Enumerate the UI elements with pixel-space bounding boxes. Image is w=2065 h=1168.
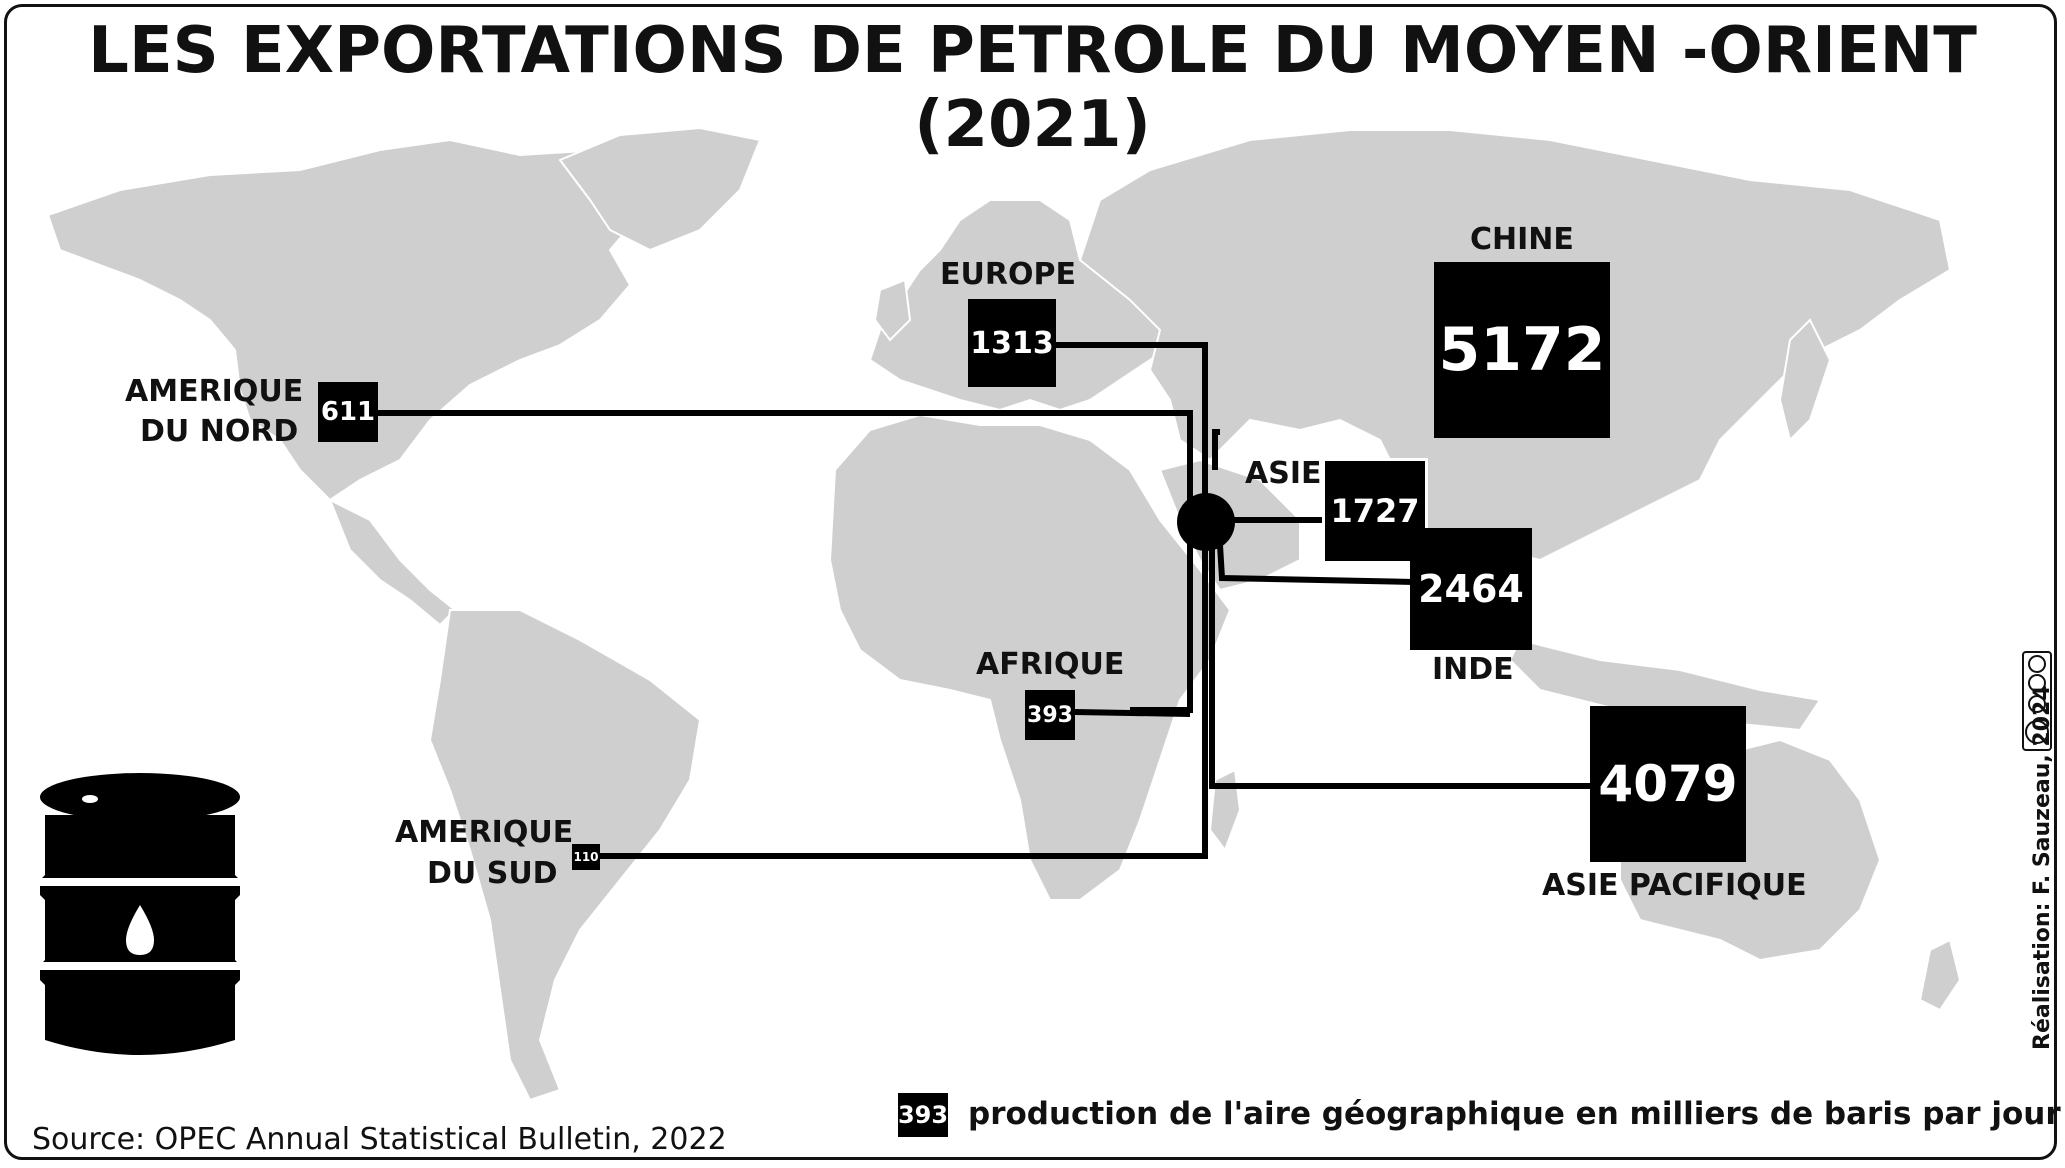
new-zealand-shape [1918,938,1962,1012]
japan-shape [1778,318,1832,442]
region-label-amerique-sud-line2: DU SUD [427,856,558,891]
export-flow-lines [376,342,1590,859]
region-label-chine: CHINE [1470,222,1574,257]
africa-shape [828,413,1232,901]
region-value-inde: 2464 [1410,528,1532,650]
flow-line-amerique-nord [376,410,1193,713]
middle-east-hub [1177,493,1235,551]
flow-line-amerique-sud [598,540,1208,859]
oil-barrel-icon [38,773,242,1055]
central-america-shape [328,497,457,627]
region-value-asie: 1727 [1322,458,1428,564]
flow-line-asie-pacifique [1209,540,1590,789]
region-value-europe: 1313 [968,299,1056,387]
region-label-amerique-sud-line1: AMERIQUE [395,815,574,850]
flow-line-europe [1055,342,1208,500]
madagascar-shape [1208,768,1242,853]
region-label-asie-pacifique: ASIE PACIFIQUE [1542,868,1807,903]
region-value-asie-pacifique: 4079 [1590,706,1746,862]
creative-commons-by-nc-sa-icon [2022,651,2052,751]
region-label-afrique: AFRIQUE [976,647,1125,682]
greenland-shape [558,126,762,252]
flow-line-afrique [1074,709,1191,717]
region-label-amerique-nord-line2: DU NORD [140,414,299,449]
author-credit: Réalisation: F. Sauzeau, 2024 [2030,685,2055,1050]
region-label-europe: EUROPE [940,257,1076,292]
region-value-amerique-sud: 110 [572,844,600,870]
map-frame [4,4,2057,1160]
north-america-shape [46,138,662,502]
region-value-afrique: 393 [1025,690,1075,740]
legend-text: production de l'aire géographique en mil… [968,1096,2061,1132]
flow-line-chine [1212,429,1220,470]
region-label-amerique-nord-line1: AMERIQUE [125,374,304,409]
south-america-shape [428,609,702,1102]
region-value-chine: 5172 [1434,262,1610,438]
source-note: Source: OPEC Annual Statistical Bulletin… [32,1122,727,1157]
region-label-inde: INDE [1432,652,1514,687]
region-label-asie: ASIE [1245,456,1322,491]
legend-sample-box: 393 [898,1093,948,1137]
region-value-amerique-nord: 611 [318,382,378,442]
flow-line-inde [1217,544,1416,585]
uk-shape [873,278,912,342]
map-title: LES EXPORTATIONS DE PETROLE DU MOYEN -OR… [88,14,1977,162]
